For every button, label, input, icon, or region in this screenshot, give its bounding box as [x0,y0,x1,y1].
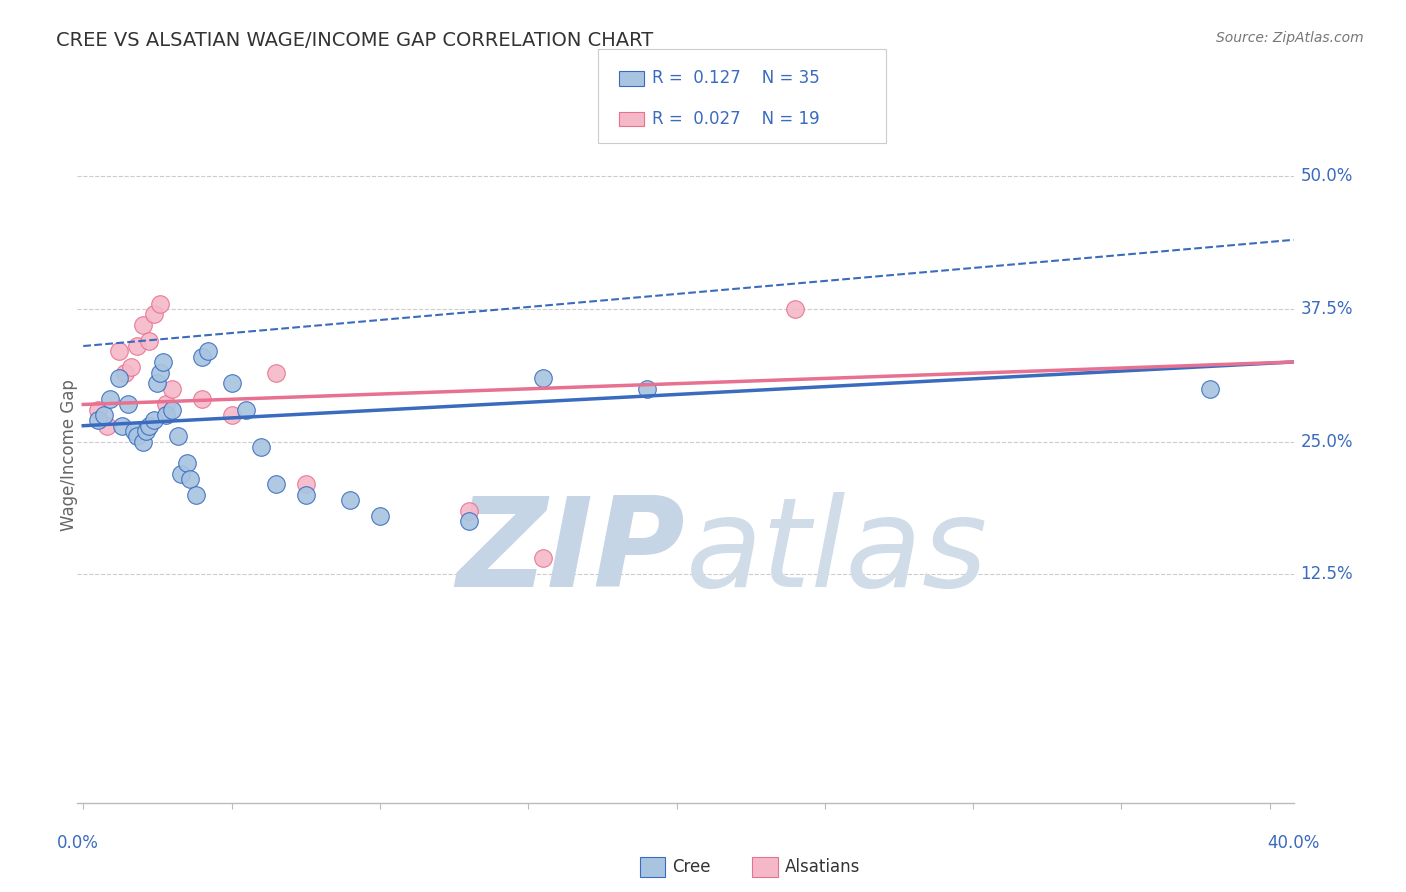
Point [138,334,160,348]
Point [294,488,316,502]
Point [143,307,166,321]
Text: 37.5%: 37.5% [1301,300,1353,318]
Point [197,344,219,359]
Text: R =  0.027    N = 19: R = 0.027 N = 19 [652,110,820,128]
Point [176,456,198,470]
Point [152,355,174,369]
Point [191,350,214,364]
Point [264,477,287,491]
Point [143,413,166,427]
Point [122,424,145,438]
Point [114,366,136,380]
Point [146,376,169,391]
Point [87,413,110,427]
Point [149,296,172,310]
Point [457,504,479,518]
Point [531,551,554,566]
Point [250,440,273,454]
Point [235,402,257,417]
Point [221,408,243,422]
Point [108,371,131,385]
Point [368,508,391,523]
Point [135,424,157,438]
Point [117,397,139,411]
Text: 0.0%: 0.0% [56,834,98,852]
Text: Alsatians: Alsatians [785,858,860,876]
Text: 40.0%: 40.0% [1267,834,1320,852]
Point [1199,382,1222,396]
Text: 12.5%: 12.5% [1301,566,1353,583]
Point [221,376,243,391]
Point [636,382,658,396]
Y-axis label: Wage/Income Gap: Wage/Income Gap [60,379,77,531]
Point [98,392,121,406]
Point [264,366,287,380]
Point [184,488,207,502]
Point [531,371,554,385]
Point [785,301,807,316]
Point [179,472,201,486]
Point [170,467,193,481]
Point [111,418,134,433]
Point [125,339,148,353]
Text: R =  0.127    N = 35: R = 0.127 N = 35 [652,70,820,87]
Text: CREE VS ALSATIAN WAGE/INCOME GAP CORRELATION CHART: CREE VS ALSATIAN WAGE/INCOME GAP CORRELA… [56,31,654,50]
Point [162,382,184,396]
Point [131,318,153,332]
Text: 25.0%: 25.0% [1301,433,1353,450]
Point [294,477,316,491]
Point [108,344,131,359]
Point [457,514,479,528]
Point [131,434,153,449]
Point [155,397,177,411]
Point [162,402,184,417]
Text: 50.0%: 50.0% [1301,167,1353,185]
Point [120,360,142,375]
Point [87,402,110,417]
Point [138,418,160,433]
Text: atlas: atlas [686,491,987,613]
Point [125,429,148,443]
Point [339,493,361,508]
Point [155,408,177,422]
Text: Source: ZipAtlas.com: Source: ZipAtlas.com [1216,31,1364,45]
Point [167,429,190,443]
Text: ZIP: ZIP [457,491,686,613]
Point [96,418,118,433]
Point [93,408,115,422]
Point [149,366,172,380]
Text: Cree: Cree [672,858,710,876]
Point [191,392,214,406]
